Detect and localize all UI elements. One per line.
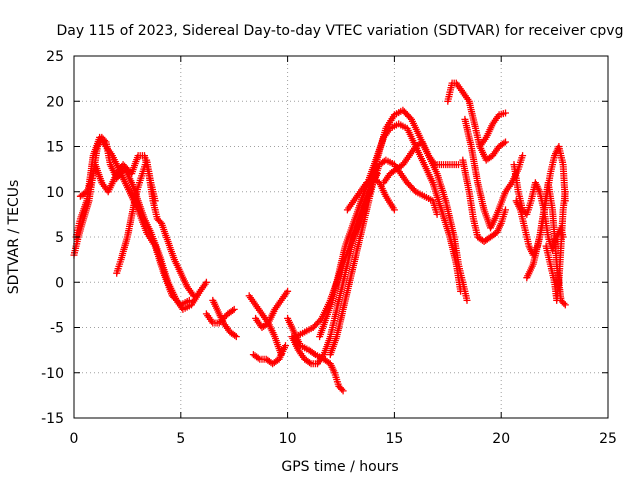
- series-arc-o: [343, 174, 398, 214]
- series-arc-s: [476, 109, 509, 150]
- data-point: [502, 109, 509, 117]
- series-arc-f: [202, 305, 238, 327]
- data-point: [231, 331, 239, 339]
- data-point: [457, 287, 465, 295]
- data-point: [306, 359, 313, 367]
- data-point: [230, 305, 238, 313]
- data-point: [282, 342, 289, 350]
- y-tick-label: 20: [46, 94, 64, 110]
- data-point: [410, 186, 418, 194]
- data-point: [502, 206, 509, 214]
- series-arc-g: [252, 287, 292, 331]
- data-point: [310, 350, 318, 357]
- x-tick-label: 25: [599, 431, 617, 447]
- data-point: [339, 387, 347, 395]
- y-tick-label: 25: [46, 49, 64, 65]
- data-point: [390, 206, 398, 214]
- data-point: [229, 307, 237, 314]
- data-point: [500, 139, 508, 147]
- chart-title: Day 115 of 2023, Sidereal Day-to-day VTE…: [57, 23, 624, 39]
- data-point: [519, 152, 527, 160]
- data-point: [190, 292, 198, 300]
- y-tick-label: 15: [46, 140, 64, 156]
- data-point: [202, 278, 210, 286]
- data-point: [561, 301, 569, 309]
- data-point: [561, 188, 569, 196]
- x-tick-label: 20: [492, 431, 510, 447]
- x-tick-label: 10: [279, 431, 297, 447]
- x-axis-label: GPS time / hours: [281, 459, 398, 475]
- y-tick-label: -10: [41, 366, 64, 382]
- data-point: [502, 138, 509, 146]
- series-arc-h: [245, 292, 285, 359]
- data-point: [185, 296, 193, 304]
- series-arc-p: [380, 138, 462, 187]
- x-tick-label: 0: [70, 431, 79, 447]
- series-arc-q: [444, 79, 509, 164]
- data-point: [406, 114, 414, 122]
- series-arc-d: [113, 156, 159, 277]
- data-point: [151, 197, 159, 205]
- data-points: [70, 79, 569, 395]
- y-axis-ticks: -15 -10 -5 0 5 10 15 20 25: [41, 49, 608, 427]
- series-arc-i: [249, 342, 289, 368]
- series-arc-j: [284, 314, 347, 395]
- y-tick-label: -15: [41, 411, 64, 427]
- data-point: [284, 287, 292, 295]
- data-point: [232, 333, 240, 341]
- series-arc-c: [76, 152, 198, 300]
- data-point: [338, 385, 346, 393]
- data-point: [433, 210, 441, 218]
- series-arc-x: [542, 188, 569, 304]
- y-tick-label: 10: [46, 185, 64, 201]
- x-tick-label: 15: [385, 431, 403, 447]
- x-tick-label: 5: [176, 431, 185, 447]
- data-point: [254, 354, 262, 362]
- y-tick-label: 0: [55, 275, 64, 291]
- series-arc-t: [459, 156, 509, 245]
- x-axis-ticks: 0 5 10 15 20 25: [70, 56, 617, 447]
- series-arc-m: [316, 120, 465, 341]
- series-arc-b: [72, 133, 193, 309]
- y-axis-label: SDTVAR / TECUs: [6, 180, 22, 295]
- data-point: [560, 299, 568, 307]
- y-tick-label: -5: [50, 321, 64, 337]
- data-point: [463, 296, 471, 304]
- y-tick-label: 5: [55, 230, 64, 246]
